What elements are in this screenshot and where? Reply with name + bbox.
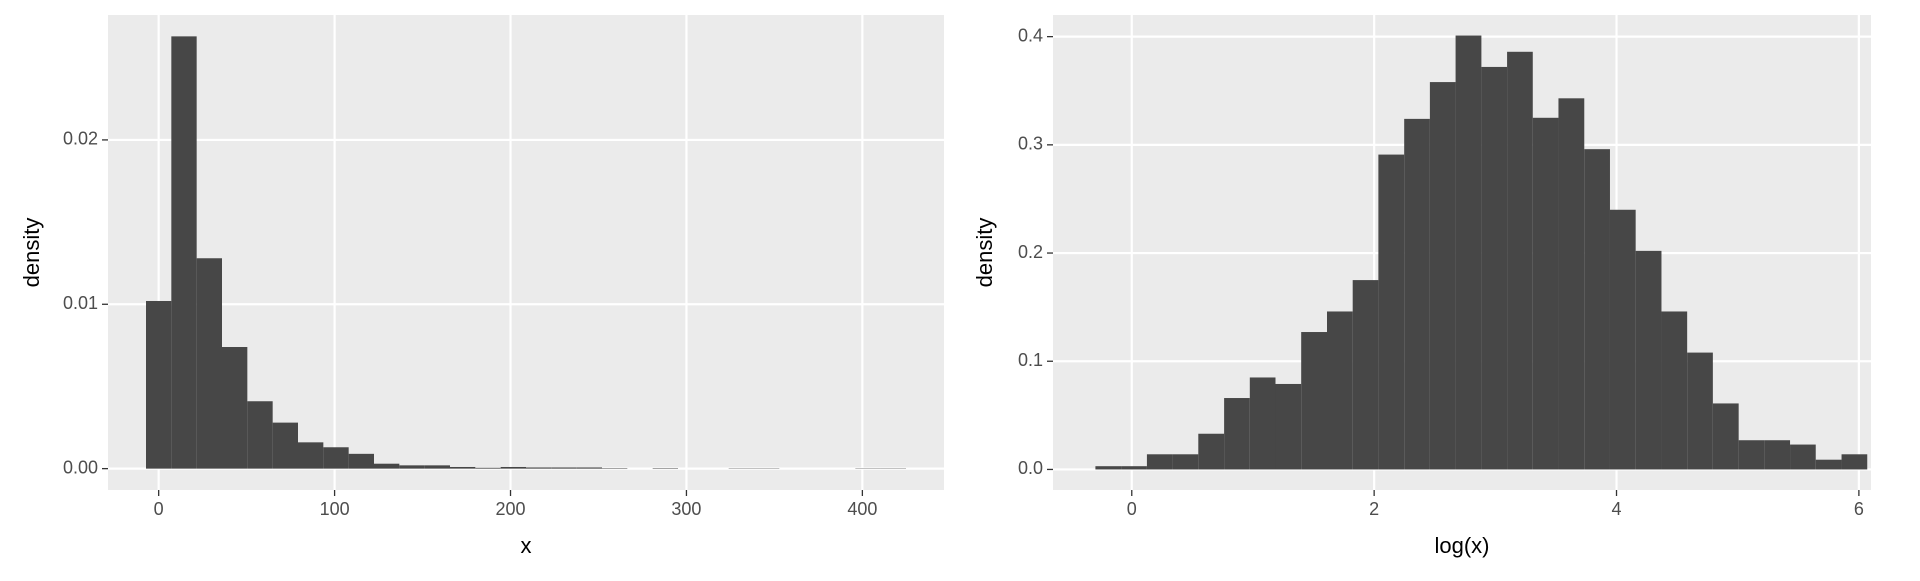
x-tick-label: 300 [671, 499, 701, 519]
bar [197, 258, 222, 468]
bar [1353, 280, 1379, 469]
bar [1173, 454, 1199, 469]
bar [1301, 332, 1327, 469]
x-tick-label: 400 [847, 499, 877, 519]
bar [551, 467, 576, 468]
y-tick-label: 0.1 [1018, 350, 1043, 370]
bar [1558, 98, 1584, 469]
bar [577, 467, 602, 468]
x-tick-label: 100 [320, 499, 350, 519]
bar [1533, 118, 1559, 470]
bar [1404, 119, 1430, 470]
y-axis-title: density [19, 218, 44, 288]
y-tick-label: 0.0 [1018, 458, 1043, 478]
bar [1147, 454, 1173, 469]
x-tick-label: 0 [1127, 499, 1137, 519]
bar [1430, 82, 1456, 469]
bar [1584, 149, 1610, 469]
x-axis-title: x [521, 533, 532, 558]
bar [1095, 466, 1121, 469]
bar [374, 464, 399, 469]
bar [1816, 460, 1842, 470]
bar [1636, 251, 1662, 470]
x-tick-label: 2 [1369, 499, 1379, 519]
y-tick-label: 0.2 [1018, 242, 1043, 262]
bar [526, 467, 551, 468]
bar [1121, 466, 1147, 469]
bar [1739, 440, 1765, 469]
bar [1507, 52, 1533, 470]
bar [171, 36, 196, 468]
bar [1661, 311, 1687, 469]
bar [1456, 36, 1482, 470]
bar [501, 467, 526, 469]
y-tick-label: 0.01 [63, 293, 98, 313]
bar [1327, 311, 1353, 469]
bar [1275, 384, 1301, 469]
y-axis-title: density [972, 218, 997, 288]
bar [273, 423, 298, 469]
x-tick-label: 4 [1612, 499, 1622, 519]
y-tick-label: 0.02 [63, 129, 98, 149]
bar [1610, 210, 1636, 470]
x-tick-label: 200 [495, 499, 525, 519]
bar [1764, 440, 1790, 469]
bar [1224, 398, 1250, 469]
bar [1378, 155, 1404, 470]
bar [298, 442, 323, 468]
bar [450, 467, 475, 469]
bar [425, 465, 450, 468]
bar [475, 468, 500, 469]
x-tick-label: 0 [154, 499, 164, 519]
bar [146, 301, 171, 469]
bar [1198, 434, 1224, 470]
bar [1250, 377, 1276, 469]
bar [323, 447, 348, 468]
bar [222, 347, 247, 469]
bar [1790, 445, 1816, 470]
x-tick-label: 6 [1854, 499, 1864, 519]
y-tick-label: 0.3 [1018, 134, 1043, 154]
bar [349, 454, 374, 469]
bar [1687, 353, 1713, 470]
y-tick-label: 0.00 [63, 457, 98, 477]
y-tick-label: 0.4 [1018, 25, 1043, 45]
bar [399, 465, 424, 468]
bar [1481, 67, 1507, 470]
bar [1842, 454, 1868, 469]
bar [1713, 403, 1739, 469]
bar [247, 401, 272, 468]
x-axis-title: log(x) [1434, 533, 1489, 558]
